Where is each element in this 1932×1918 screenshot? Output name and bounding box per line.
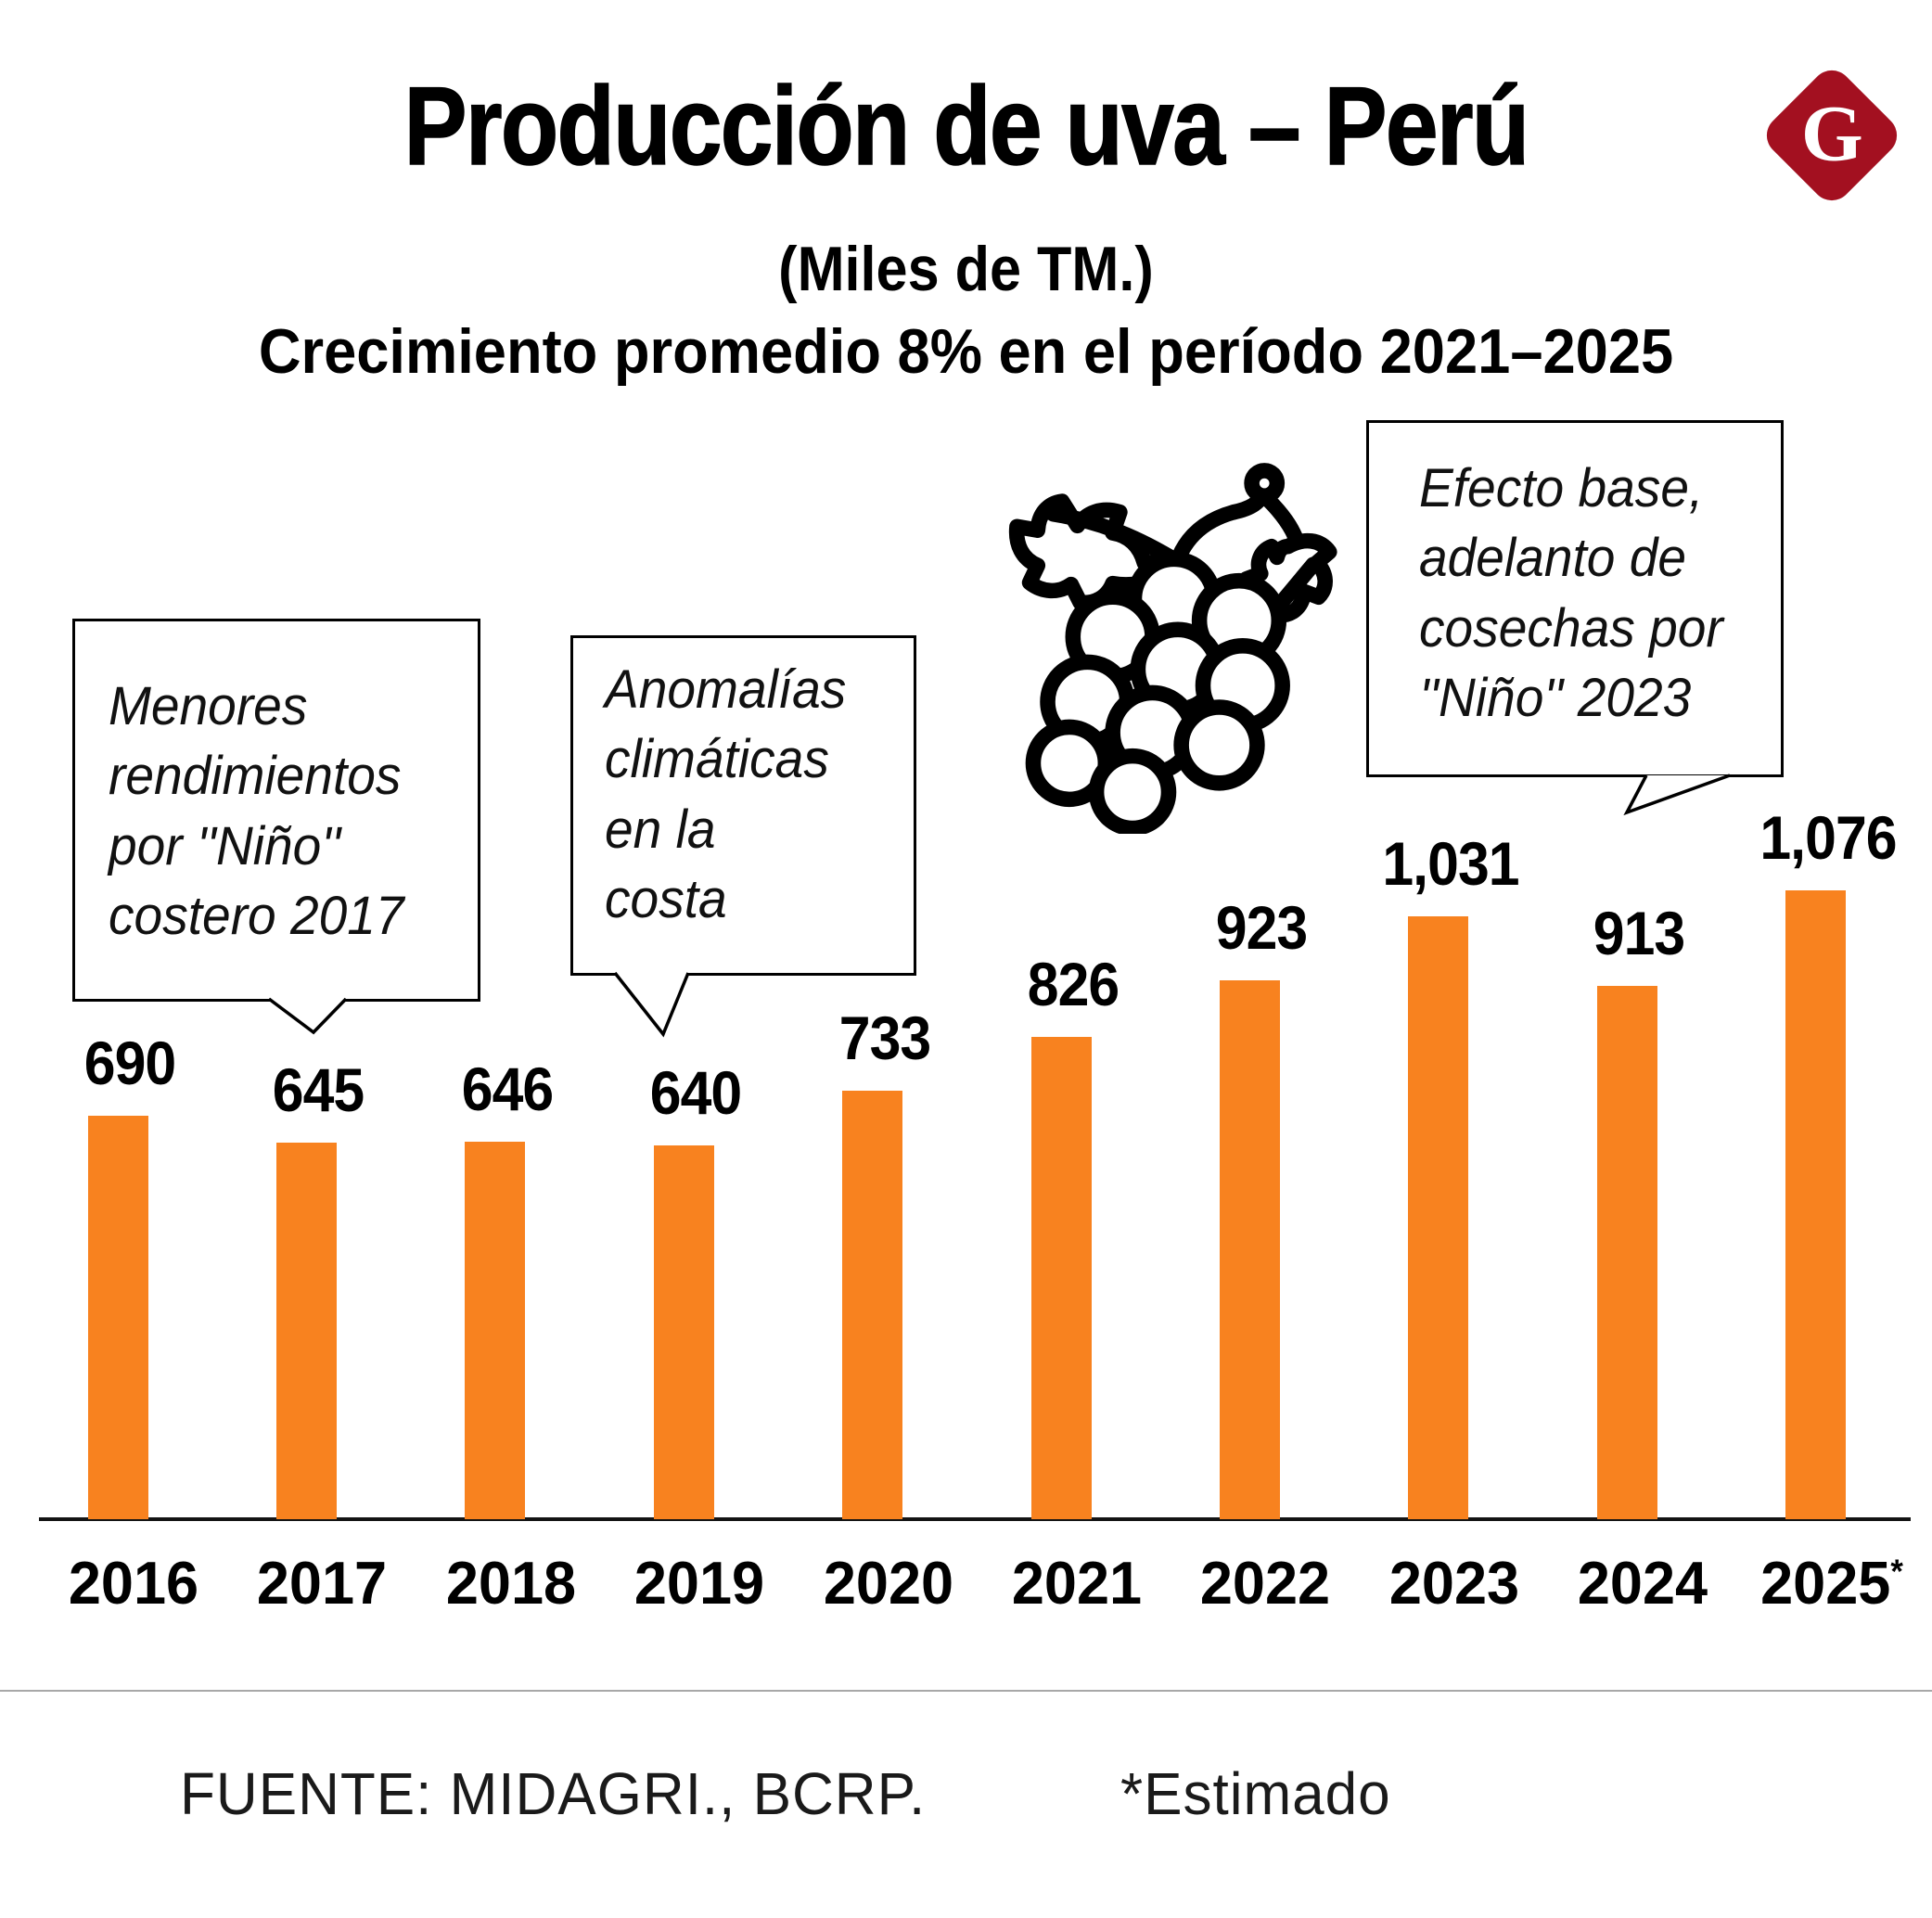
- annotation-anomalias-climaticas: Anomalías climáticas en la costa: [570, 635, 916, 976]
- x-tick-2020: 2020: [823, 1549, 954, 1617]
- bar-value-2025*: 1,076: [1759, 803, 1897, 872]
- bar-value-2018: 646: [461, 1055, 554, 1123]
- bar-value-2020: 733: [838, 1004, 931, 1072]
- page-title: Producción de uva – Perú: [403, 64, 1530, 188]
- annotation-efecto-base: Efecto base, adelanto de cosechas por ''…: [1366, 420, 1784, 777]
- annotation-text: Anomalías climáticas en la costa: [605, 659, 847, 930]
- bar-value-2023: 1,031: [1382, 829, 1519, 898]
- x-tick-2022: 2022: [1199, 1549, 1331, 1617]
- bar-2021: [1031, 1037, 1092, 1519]
- x-axis: [39, 1517, 1911, 1521]
- x-tick-2024: 2024: [1577, 1549, 1708, 1617]
- callout-tail: [1623, 774, 1731, 816]
- chart-unit-subtitle: (Miles de TM.): [778, 234, 1154, 304]
- x-tick-2025*: 2025*: [1760, 1549, 1903, 1617]
- annotation-nino-costero-2017: Menores rendimientos por ''Niño'' coster…: [72, 619, 480, 1002]
- bar-value-2021: 826: [1027, 950, 1120, 1018]
- bar-2024: [1597, 986, 1657, 1519]
- source-text: FUENTE: MIDAGRI., BCRP.: [180, 1760, 927, 1827]
- estimate-asterisk: *: [1890, 1553, 1903, 1591]
- callout-tail: [267, 997, 348, 1035]
- grapes-icon: [1008, 463, 1337, 834]
- footer-divider: [0, 1690, 1932, 1692]
- bar-2020: [842, 1091, 902, 1519]
- x-tick-2023: 2023: [1388, 1549, 1520, 1617]
- bar-2023: [1408, 916, 1468, 1519]
- x-tick-2019: 2019: [633, 1549, 765, 1617]
- bar-value-2022: 923: [1215, 893, 1308, 962]
- chart-growth-subtitle: Crecimiento promedio 8% en el período 20…: [258, 316, 1674, 387]
- x-tick-2017: 2017: [256, 1549, 388, 1617]
- bar-2025*: [1785, 890, 1846, 1519]
- bar-2017: [276, 1143, 337, 1519]
- annotation-text: Efecto base, adelanto de cosechas por ''…: [1419, 458, 1723, 729]
- bar-2022: [1220, 980, 1280, 1519]
- bar-value-2016: 690: [83, 1029, 176, 1097]
- x-tick-2018: 2018: [445, 1549, 577, 1617]
- bar-value-2017: 645: [272, 1055, 365, 1124]
- bar-2016: [88, 1116, 148, 1519]
- bar-value-2019: 640: [649, 1058, 742, 1127]
- estimate-note: *Estimado: [1120, 1760, 1391, 1827]
- callout-tail: [613, 971, 690, 1038]
- bar-value-2024: 913: [1593, 899, 1685, 967]
- bar-2018: [465, 1142, 525, 1519]
- annotation-text: Menores rendimientos por ''Niño'' coster…: [109, 676, 404, 947]
- bar-2019: [654, 1145, 714, 1519]
- x-tick-2016: 2016: [68, 1549, 199, 1617]
- x-tick-2021: 2021: [1011, 1549, 1143, 1617]
